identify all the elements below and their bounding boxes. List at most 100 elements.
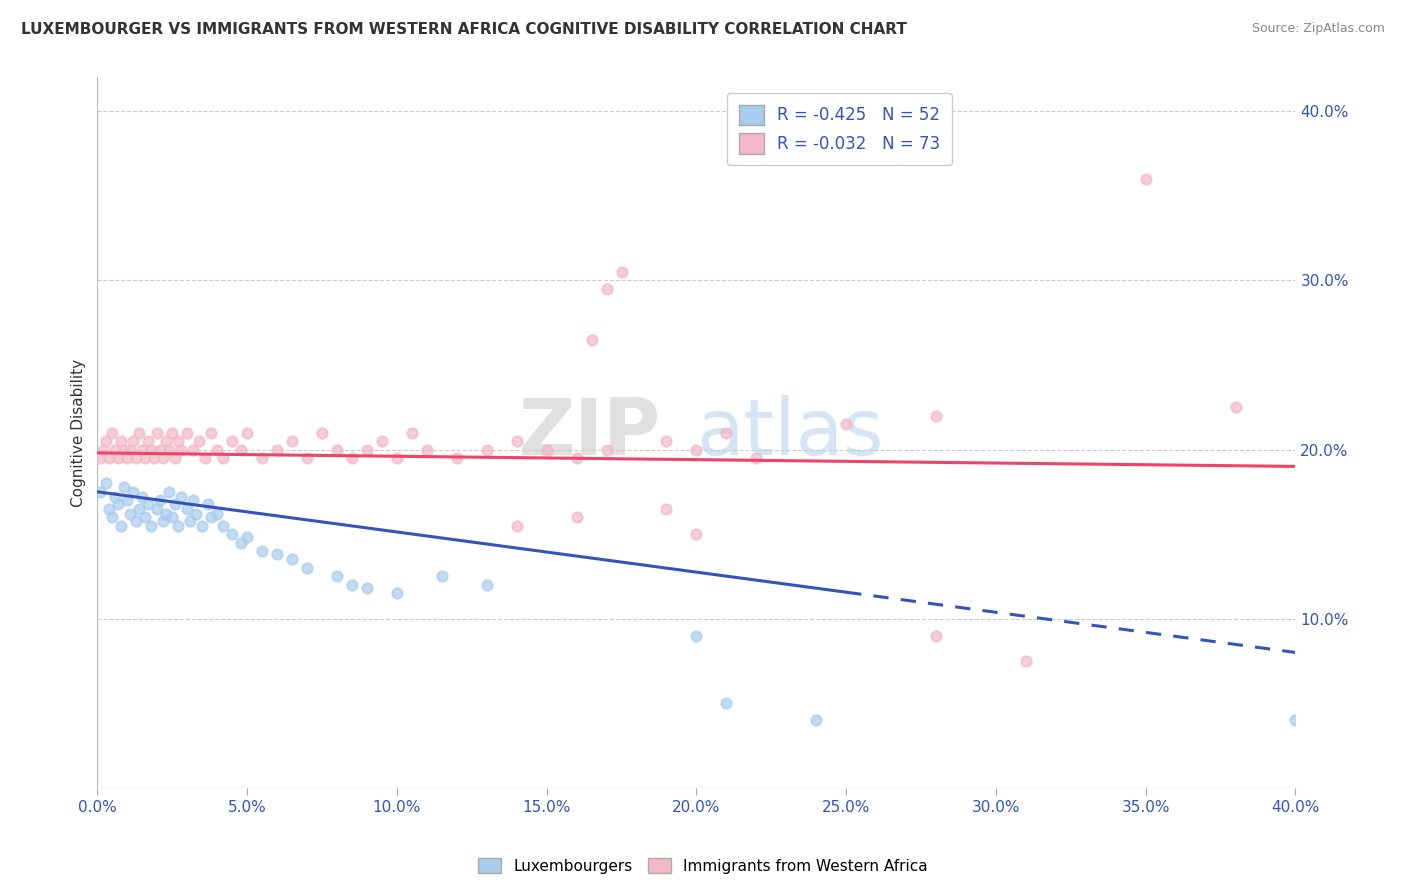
Point xyxy=(160,510,183,524)
Point xyxy=(371,434,394,448)
Point xyxy=(117,493,139,508)
Point xyxy=(250,544,273,558)
Point xyxy=(167,518,190,533)
Point xyxy=(505,518,527,533)
Point xyxy=(581,333,603,347)
Point xyxy=(197,497,219,511)
Point xyxy=(221,527,243,541)
Point xyxy=(167,434,190,448)
Point xyxy=(98,450,121,465)
Point xyxy=(101,510,124,524)
Point xyxy=(96,434,118,448)
Point xyxy=(107,497,129,511)
Point xyxy=(194,450,217,465)
Text: atlas: atlas xyxy=(696,394,884,471)
Point xyxy=(281,434,304,448)
Point xyxy=(401,425,423,440)
Text: LUXEMBOURGER VS IMMIGRANTS FROM WESTERN AFRICA COGNITIVE DISABILITY CORRELATION : LUXEMBOURGER VS IMMIGRANTS FROM WESTERN … xyxy=(21,22,907,37)
Point xyxy=(925,628,948,642)
Point xyxy=(806,713,828,727)
Point xyxy=(149,442,172,457)
Point xyxy=(176,501,198,516)
Point xyxy=(125,514,148,528)
Point xyxy=(179,514,201,528)
Point xyxy=(229,535,252,549)
Point xyxy=(143,450,166,465)
Point xyxy=(134,510,156,524)
Point xyxy=(356,581,378,595)
Point xyxy=(107,450,129,465)
Point xyxy=(141,518,163,533)
Point xyxy=(176,425,198,440)
Point xyxy=(430,569,453,583)
Point xyxy=(266,442,288,457)
Point xyxy=(610,265,633,279)
Legend: Luxembourgers, Immigrants from Western Africa: Luxembourgers, Immigrants from Western A… xyxy=(472,852,934,880)
Point xyxy=(416,442,439,457)
Point xyxy=(475,578,498,592)
Point xyxy=(155,434,177,448)
Point xyxy=(221,434,243,448)
Point xyxy=(89,450,111,465)
Point xyxy=(1135,172,1157,186)
Point xyxy=(212,518,235,533)
Point xyxy=(188,434,211,448)
Point xyxy=(149,493,172,508)
Point xyxy=(326,569,349,583)
Point xyxy=(98,501,121,516)
Point xyxy=(229,442,252,457)
Point xyxy=(385,450,408,465)
Point xyxy=(152,450,174,465)
Point xyxy=(200,510,222,524)
Point xyxy=(475,442,498,457)
Point xyxy=(295,450,318,465)
Point xyxy=(146,501,169,516)
Point xyxy=(125,450,148,465)
Legend: R = -0.425   N = 52, R = -0.032   N = 73: R = -0.425 N = 52, R = -0.032 N = 73 xyxy=(727,93,952,165)
Point xyxy=(685,442,707,457)
Point xyxy=(505,434,527,448)
Point xyxy=(685,527,707,541)
Point xyxy=(356,442,378,457)
Point xyxy=(655,501,678,516)
Point xyxy=(340,450,363,465)
Point xyxy=(157,484,180,499)
Point xyxy=(191,518,214,533)
Point xyxy=(716,425,738,440)
Point xyxy=(141,442,163,457)
Point xyxy=(212,450,235,465)
Point xyxy=(685,628,707,642)
Point xyxy=(186,507,208,521)
Point xyxy=(236,531,259,545)
Point xyxy=(181,442,204,457)
Point xyxy=(595,282,617,296)
Text: ZIP: ZIP xyxy=(519,394,661,471)
Point xyxy=(104,442,127,457)
Point xyxy=(122,434,145,448)
Point xyxy=(110,434,132,448)
Point xyxy=(155,507,177,521)
Point xyxy=(110,518,132,533)
Point xyxy=(122,484,145,499)
Point xyxy=(136,497,159,511)
Point xyxy=(181,493,204,508)
Point xyxy=(205,507,228,521)
Point xyxy=(128,501,150,516)
Point xyxy=(340,578,363,592)
Point xyxy=(281,552,304,566)
Point xyxy=(96,476,118,491)
Point xyxy=(170,442,193,457)
Point xyxy=(565,450,588,465)
Point xyxy=(1284,713,1306,727)
Point xyxy=(120,507,142,521)
Y-axis label: Cognitive Disability: Cognitive Disability xyxy=(72,359,86,507)
Point xyxy=(112,442,135,457)
Point xyxy=(117,450,139,465)
Point xyxy=(134,450,156,465)
Point xyxy=(131,442,153,457)
Point xyxy=(565,510,588,524)
Point xyxy=(250,450,273,465)
Text: Source: ZipAtlas.com: Source: ZipAtlas.com xyxy=(1251,22,1385,36)
Point xyxy=(295,561,318,575)
Point xyxy=(595,442,617,457)
